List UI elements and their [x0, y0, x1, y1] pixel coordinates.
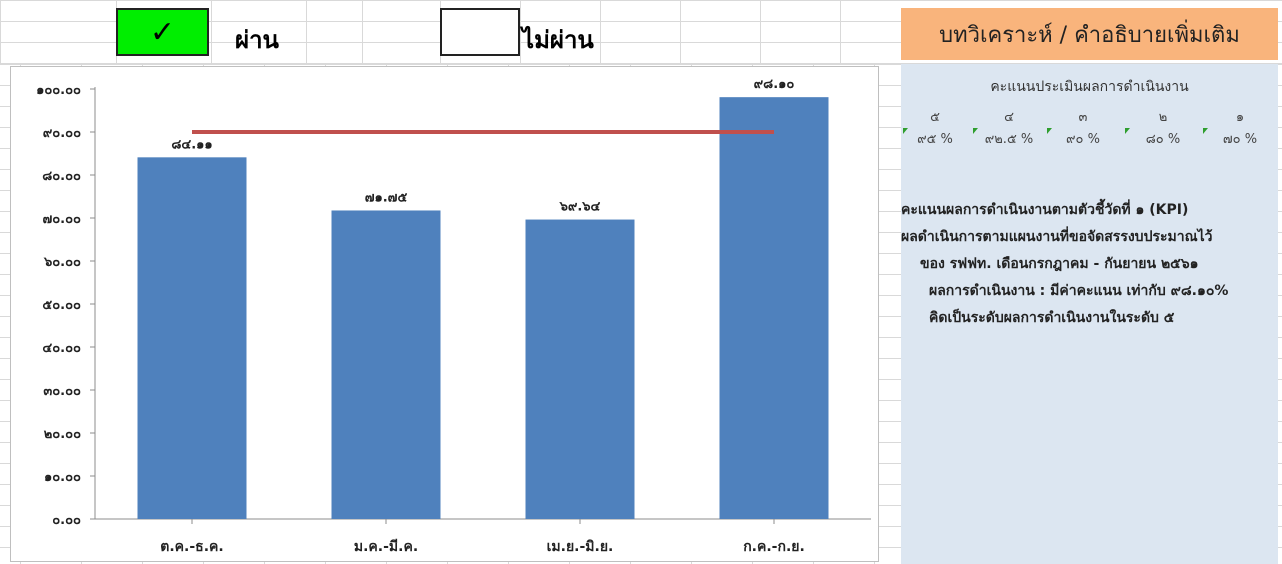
data-label: ๙๘.๑๐: [754, 77, 795, 92]
level-number: ๔: [979, 106, 1039, 128]
bar: [332, 210, 441, 519]
x-tick-label: ก.ค.-ก.ย.: [743, 539, 805, 555]
y-tick-label: ๓๐.๐๐: [43, 384, 81, 399]
y-tick-label: ๗๐.๐๐: [42, 212, 81, 227]
data-label: ๗๑.๗๕: [365, 190, 408, 205]
score-levels: ๕ ๙๕ % ๔ ๙๒.๕ % ๓ ๙๐ % ๒ ๘๐ % ๑ ๗๐ %: [901, 106, 1278, 166]
level-percent: ๘๐ %: [1133, 128, 1193, 149]
y-tick-label: ๑๐.๐๐: [44, 470, 81, 485]
checkmark-icon: ✓: [150, 15, 175, 50]
summary-line: ผลการดำเนินงาน : มีค่าคะแนน เท่ากับ ๙๘.๑…: [901, 278, 1278, 305]
bar: [526, 220, 635, 519]
summary-line: คะแนนผลการดำเนินงานตามตัวชี้วัดที่ ๑ (KP…: [901, 197, 1278, 224]
bar-chart: ๐.๐๐ ๑๐.๐๐ ๒๐.๐๐ ๓๐.๐๐ ๔๐.๐๐ ๕๐.๐๐ ๖๐.๐๐ ๗๐.๐๐ ๘…: [11, 67, 880, 563]
y-tick-label: ๖๐.๐๐: [43, 255, 81, 270]
x-tick-label: ต.ค.-ธ.ค.: [160, 539, 223, 555]
summary-line: คิดเป็นระดับผลการดำเนินงานในระดับ ๕: [901, 305, 1278, 332]
level-item: ๕ ๙๕ %: [905, 106, 965, 149]
pass-checkbox[interactable]: ✓: [116, 8, 209, 56]
score-title: คะแนนประเมินผลการดำเนินงาน: [901, 76, 1278, 98]
y-tick-label: ๘๐.๐๐: [42, 169, 81, 184]
analysis-panel: คะแนนประเมินผลการดำเนินงาน ๕ ๙๕ % ๔ ๙๒.๕…: [901, 64, 1278, 564]
bar: [138, 157, 247, 519]
level-percent: ๙๕ %: [905, 128, 965, 149]
analysis-header-text: บทวิเคราะห์ / คำอธิบายเพิ่มเติม: [939, 17, 1240, 52]
y-tick-label: ๒๐.๐๐: [44, 427, 81, 442]
level-number: ๑: [1210, 106, 1270, 128]
level-number: ๓: [1053, 106, 1113, 128]
x-tick-label: ม.ค.-มี.ค.: [354, 539, 418, 555]
x-tick-label: เม.ย.-มิ.ย.: [547, 539, 614, 555]
fail-label: ไม่ผ่าน: [522, 20, 594, 59]
comment-marker-icon: [903, 128, 908, 134]
y-tick-label: ๑๐๐.๐๐: [36, 83, 81, 98]
level-percent: ๗๐ %: [1210, 128, 1270, 149]
level-percent: ๙๐ %: [1053, 128, 1113, 149]
y-tick-label: ๐.๐๐: [52, 513, 81, 528]
y-tick-label: ๔๐.๐๐: [42, 341, 81, 356]
analysis-header: บทวิเคราะห์ / คำอธิบายเพิ่มเติม: [901, 8, 1278, 60]
y-tick-label: ๙๐.๐๐: [43, 126, 81, 141]
level-number: ๕: [905, 106, 965, 128]
level-item: ๔ ๙๒.๕ %: [979, 106, 1039, 149]
y-tick-label: ๕๐.๐๐: [42, 298, 81, 313]
level-number: ๒: [1133, 106, 1193, 128]
pass-label: ผ่าน: [235, 20, 279, 59]
level-item: ๑ ๗๐ %: [1210, 106, 1270, 149]
comment-marker-icon: [1125, 128, 1130, 134]
summary-line: ผลดำเนินการตามแผนงานที่ขอจัดสรรงบประมาณไ…: [901, 224, 1278, 251]
summary-line: ของ รฟฟท. เดือนกรกฎาคม - กันยายน ๒๕๖๑: [901, 251, 1278, 278]
comment-marker-icon: [1203, 128, 1208, 134]
fail-checkbox[interactable]: [440, 8, 520, 56]
data-label: ๖๙.๖๔: [559, 200, 601, 215]
level-percent: ๙๒.๕ %: [979, 128, 1039, 149]
comment-marker-icon: [973, 128, 978, 134]
data-label: ๘๔.๑๑: [171, 137, 212, 152]
level-item: ๒ ๘๐ %: [1133, 106, 1193, 149]
level-item: ๓ ๙๐ %: [1053, 106, 1113, 149]
comment-marker-icon: [1047, 128, 1052, 134]
kpi-summary: คะแนนผลการดำเนินงานตามตัวชี้วัดที่ ๑ (KP…: [901, 197, 1278, 332]
chart-container[interactable]: ๐.๐๐ ๑๐.๐๐ ๒๐.๐๐ ๓๐.๐๐ ๔๐.๐๐ ๕๐.๐๐ ๖๐.๐๐ ๗๐.๐๐ ๘…: [10, 66, 879, 562]
bar: [720, 97, 829, 519]
